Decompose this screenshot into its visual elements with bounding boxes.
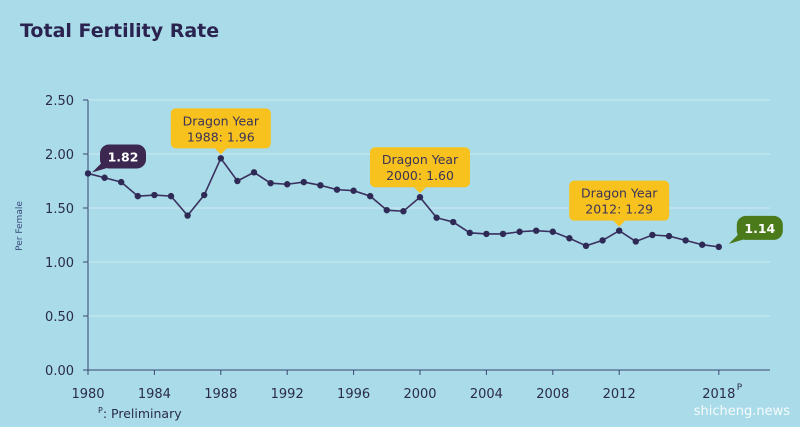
- data-point: [333, 186, 341, 193]
- x-tick-label: 2008: [536, 387, 569, 402]
- data-point: [234, 177, 241, 185]
- data-point: [101, 174, 108, 181]
- watermark: shicheng.news: [693, 404, 790, 419]
- start-value-label-text: 1.82: [108, 149, 139, 164]
- data-point: [250, 169, 258, 176]
- callout-box: [569, 180, 670, 221]
- x-tick-label: 1984: [138, 387, 171, 402]
- x-tick-label: 2000: [403, 387, 436, 402]
- y-tick-label: 0.50: [45, 310, 74, 325]
- callout-value: 2000: 1.60: [386, 168, 454, 183]
- start-value-label-pointer: [92, 162, 112, 173]
- data-point: [632, 238, 639, 245]
- start-value-label: 1.82: [92, 144, 146, 173]
- y-tick-label: 2.50: [45, 94, 74, 109]
- data-point: [483, 230, 490, 238]
- data-point: [416, 194, 424, 201]
- x-tick-label: 2004: [470, 387, 503, 402]
- data-point: [184, 212, 191, 219]
- data-point: [699, 241, 706, 248]
- end-value-label-pointer: [728, 233, 749, 244]
- data-point: [84, 170, 92, 177]
- end-value-label-box: [736, 215, 783, 240]
- data-point: [533, 227, 540, 234]
- callout-title: Dragon Year: [382, 152, 459, 167]
- data-point: [151, 191, 158, 199]
- x-tick-superscript: P: [737, 383, 743, 393]
- x-tick-label: 1988: [204, 387, 237, 402]
- y-ticks: 0.00 0.50 1.00 1.50 2.00 2.50: [45, 94, 88, 379]
- callout-pointer: [214, 148, 227, 155]
- data-point: [665, 232, 673, 240]
- data-point: [715, 243, 722, 251]
- x-tick-label: 1996: [337, 387, 370, 402]
- y-tick-label: 0.00: [45, 364, 74, 379]
- x-tick-label: 1992: [271, 387, 304, 402]
- footnote: P: Preliminary: [98, 406, 182, 421]
- callout-value: 1988: 1.96: [187, 129, 255, 144]
- x-tick-label: 2018: [702, 387, 735, 402]
- data-point: [433, 214, 440, 221]
- y-axis-label: Per Female: [15, 201, 25, 251]
- data-point: [201, 191, 208, 199]
- y-tick-label: 1.00: [45, 256, 74, 271]
- data-point: [649, 231, 656, 239]
- callout-pointer: [613, 220, 626, 227]
- end-value-label: 1.14: [728, 215, 783, 244]
- x-ticks: 1980 1984 1988 1992 1996 2000 2004 2008 2012 2018…: [71, 370, 743, 402]
- data-point: [566, 235, 573, 242]
- data-point: [383, 206, 390, 214]
- data-point: [300, 178, 307, 186]
- callout-value: 2012: 1.29: [585, 202, 653, 217]
- data-point: [167, 192, 175, 200]
- data-point: [549, 228, 556, 235]
- data-point: [118, 178, 125, 186]
- y-tick-label: 1.50: [45, 202, 74, 217]
- series: [84, 155, 722, 251]
- callout-title: Dragon Year: [183, 113, 260, 128]
- callout-box: [370, 147, 470, 188]
- data-point: [599, 237, 606, 244]
- data-point: [317, 182, 324, 189]
- data-point: [499, 230, 507, 238]
- callout-pointer: [414, 187, 426, 194]
- data-point: [616, 227, 623, 234]
- data-point: [350, 187, 357, 194]
- data-point: [466, 229, 473, 237]
- callout-box: [170, 108, 271, 149]
- data-point: [217, 155, 224, 162]
- y-tick-label: 2.00: [45, 148, 74, 163]
- chart-title: Total Fertility Rate: [20, 20, 220, 42]
- footnote-marker: P: [98, 406, 103, 415]
- data-point: [284, 181, 291, 188]
- x-tick-label: 1980: [71, 387, 104, 402]
- callout-title: Dragon Year: [581, 186, 658, 201]
- footnote-text: : Preliminary: [102, 406, 182, 422]
- start-value-label-box: [100, 144, 146, 169]
- data-point: [134, 192, 141, 200]
- data-point: [582, 242, 590, 249]
- data-point: [516, 228, 523, 235]
- data-point: [682, 237, 689, 244]
- data-point: [450, 218, 457, 226]
- x-tick-label: 2012: [603, 387, 636, 402]
- end-value-label-text: 1.14: [744, 221, 775, 236]
- data-point: [400, 208, 407, 215]
- data-point: [267, 179, 274, 187]
- data-point: [367, 192, 374, 200]
